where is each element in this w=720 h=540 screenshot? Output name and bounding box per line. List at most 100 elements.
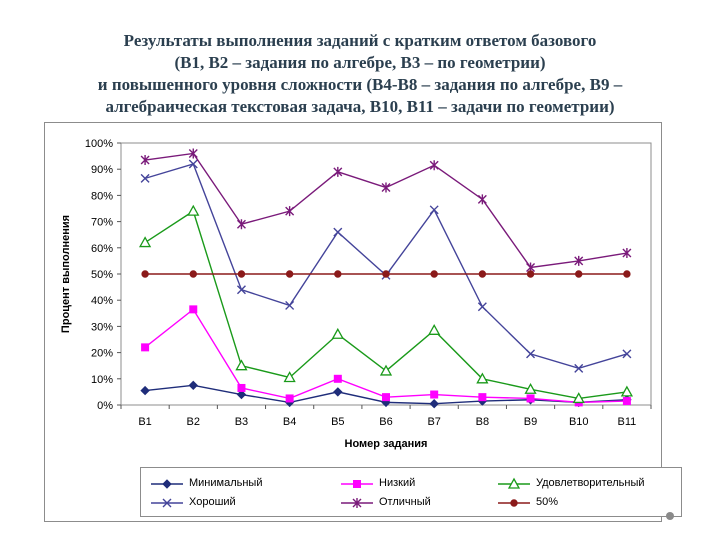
data-point: [285, 206, 295, 217]
data-point: [429, 398, 439, 409]
data-point: [430, 270, 438, 278]
data-point: [138, 236, 152, 248]
x-tick-label: B9: [524, 416, 537, 428]
legend-label: Удовлетворительный: [536, 477, 645, 489]
data-point: [187, 204, 200, 216]
legend-swatch: [498, 499, 530, 507]
x-tick-label: B4: [283, 416, 296, 428]
data-point: [574, 363, 584, 373]
data-point: [526, 349, 536, 359]
data-point: [524, 382, 537, 394]
x-axis-title: Номер задания: [345, 438, 428, 450]
data-point: [526, 270, 535, 278]
y-tick-label: 60%: [91, 243, 113, 255]
data-point: [622, 349, 632, 359]
slide-title: Результаты выполнения заданий с кратким …: [0, 30, 720, 118]
legend-marker: [510, 499, 518, 507]
data-point: [333, 227, 343, 237]
x-tick-label: B7: [427, 416, 440, 428]
data-point: [381, 182, 391, 193]
x-tick-label: B6: [379, 416, 392, 428]
x-tick-label: B5: [331, 416, 344, 428]
data-point: [333, 374, 342, 383]
data-point: [622, 397, 631, 406]
series-6: [141, 270, 631, 278]
y-tick-label: 100%: [85, 138, 113, 150]
legend-label: Отличный: [379, 496, 431, 508]
legend-swatch: [498, 477, 530, 489]
x-tick-label: B3: [235, 416, 248, 428]
y-tick-label: 30%: [91, 321, 113, 333]
legend-swatch: [341, 480, 373, 488]
data-point: [623, 270, 631, 278]
legend-marker: [162, 479, 172, 489]
legend-label: Низкий: [379, 477, 416, 489]
data-point: [382, 393, 390, 402]
y-tick-label: 40%: [91, 295, 113, 307]
legend-label: 50%: [536, 496, 559, 508]
data-point: [622, 248, 632, 259]
y-tick-label: 50%: [91, 269, 113, 281]
y-tick-label: 10%: [91, 374, 113, 386]
legend-marker: [507, 477, 521, 489]
data-point: [140, 155, 150, 166]
data-point: [430, 390, 439, 399]
data-point: [382, 270, 390, 278]
x-tick-label: B8: [476, 416, 489, 428]
data-point: [572, 392, 585, 404]
x-tick-label: B11: [618, 416, 637, 428]
y-tick-label: 20%: [91, 348, 113, 360]
data-point: [285, 394, 294, 403]
legend-label: Минимальный: [189, 477, 263, 489]
data-point: [188, 148, 198, 159]
legend-marker: [162, 498, 172, 508]
data-point: [188, 380, 198, 391]
data-point: [333, 387, 343, 397]
data-point: [236, 285, 246, 295]
data-point: [141, 343, 150, 352]
data-point: [285, 300, 295, 310]
data-point: [236, 219, 246, 230]
data-point: [379, 364, 393, 376]
title-line-3: и повышенного уровня сложности (В4-В8 – …: [97, 75, 623, 94]
data-point: [476, 372, 489, 384]
data-point: [189, 305, 198, 314]
y-tick-label: 80%: [91, 190, 113, 202]
data-point: [140, 173, 150, 183]
data-point: [429, 205, 439, 215]
data-point: [428, 323, 441, 335]
line-chart: 0% 10% 20% 30% 40% 50% 60% 70% 80% 90% 100% B1 B2 B3 B…: [60, 138, 652, 450]
data-point: [283, 371, 296, 383]
data-point: [620, 385, 634, 397]
data-point: [574, 255, 584, 266]
chart-area: 0% 10% 20% 30% 40% 50% 60% 70% 80% 90% 100% B1 B2 B3 B…: [44, 122, 682, 522]
data-point: [235, 359, 248, 371]
legend-label: Хороший: [189, 496, 236, 508]
data-point: [237, 270, 246, 278]
data-point: [140, 385, 150, 396]
x-tick-label: B1: [138, 416, 151, 428]
data-point: [237, 383, 246, 392]
legend-swatch: [151, 498, 183, 508]
data-point: [236, 389, 247, 400]
series-3: [138, 204, 634, 404]
title-line-2: (В1, В2 – задания по алгебре, В3 – по ге…: [174, 53, 546, 72]
legend-swatch: [341, 498, 373, 508]
data-point: [141, 270, 149, 278]
legend-marker: [353, 480, 361, 488]
data-point: [285, 270, 294, 278]
legend-swatch: [151, 479, 183, 489]
data-point: [334, 270, 342, 278]
data-point: [188, 159, 198, 169]
slide-bullet-dot: [666, 512, 674, 520]
chart-legend: Минимальный Низкий Удовлетворительный Хорош…: [140, 467, 682, 517]
data-point: [478, 270, 487, 278]
series-5: [140, 148, 632, 273]
data-point: [575, 270, 583, 278]
y-axis-title: Процент выполнения: [60, 215, 72, 333]
data-point: [429, 160, 439, 171]
data-point: [333, 166, 343, 177]
x-tick-label: B2: [187, 416, 200, 428]
data-point: [477, 194, 487, 205]
title-line-1: Результаты выполнения заданий с кратким …: [123, 31, 597, 50]
